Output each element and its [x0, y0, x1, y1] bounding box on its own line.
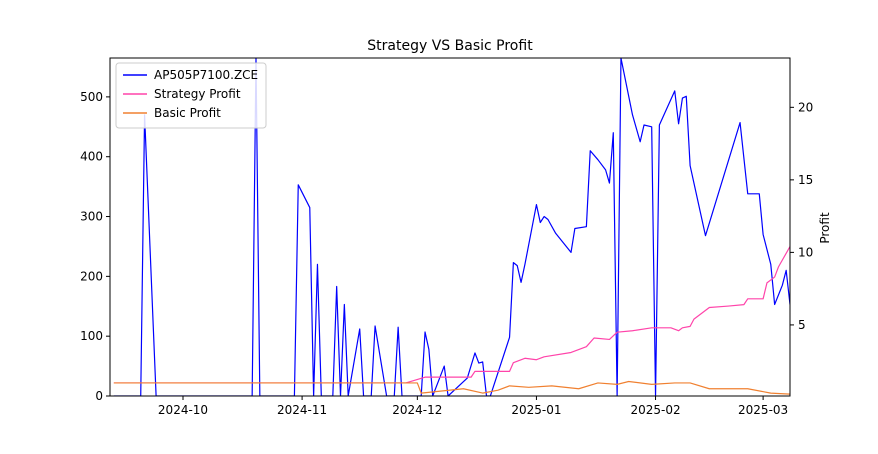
left-y-tick-label: 0 [95, 389, 103, 403]
left-y-tick-label: 400 [80, 150, 103, 164]
series-line-0 [113, 58, 790, 396]
left-y-tick-label: 200 [80, 269, 103, 283]
legend-box [115, 62, 267, 129]
x-tick-label: 2025-03 [738, 403, 788, 417]
left-y-tick-label: 500 [80, 90, 103, 104]
x-tick-label: 2025-01 [511, 403, 561, 417]
left-y-tick-label: 300 [80, 210, 103, 224]
legend: AP505P7100.ZCE Strategy Profit Basic Profi… [115, 62, 267, 129]
x-tick-label: 2025-02 [630, 403, 680, 417]
plot-area: 0 100 200 300 400 500 5 10 15 20 2024-10 2024-11 202… [80, 57, 813, 417]
series-line-1 [113, 244, 790, 384]
left-y-tick-label: 100 [80, 329, 103, 343]
x-tick-label: 2024-10 [158, 403, 208, 417]
series-line-2 [113, 380, 790, 395]
legend-label: Basic Profit [154, 106, 221, 120]
right-y-tick-label: 20 [798, 100, 813, 114]
legend-label: AP505P7100.ZCE [154, 68, 258, 82]
x-tick-label: 2024-11 [277, 403, 327, 417]
axes-frame [109, 57, 791, 397]
legend-label: Strategy Profit [154, 87, 241, 101]
right-axis-label: Profit [818, 212, 832, 244]
right-y-tick-label: 15 [798, 173, 813, 187]
chart-title: Strategy VS Basic Profit [367, 38, 533, 54]
x-tick-label: 2024-12 [392, 403, 442, 417]
right-y-tick-label: 5 [798, 318, 806, 332]
right-y-tick-label: 10 [798, 245, 813, 259]
